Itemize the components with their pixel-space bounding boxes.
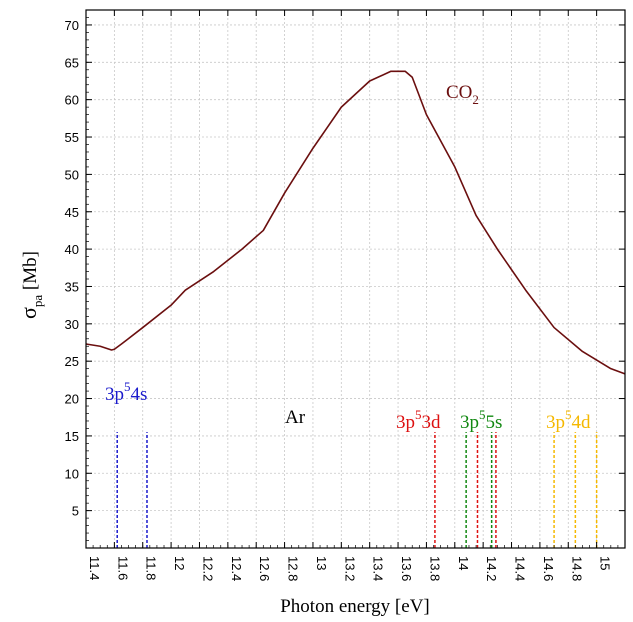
y-axis-title-main: σ	[16, 307, 41, 319]
level-label-4s-base: 3p	[105, 384, 124, 405]
co2-annotation: CO2	[446, 82, 479, 107]
x-tick-label: 13.8	[427, 556, 442, 581]
x-axis-title: Photon energy [eV]	[280, 596, 430, 617]
x-tick-label: 13.6	[399, 556, 414, 581]
plot-frame	[85, 9, 626, 549]
x-tick-label: 15	[598, 556, 613, 570]
x-tick-label: 11.8	[144, 556, 159, 580]
y-tick-label: 15	[65, 429, 79, 444]
x-tick-label: 14.8	[569, 556, 584, 581]
level-lines	[116, 432, 598, 548]
y-tick-label: 50	[65, 167, 79, 182]
level-label-5s-base: 3p	[460, 412, 479, 433]
level-label-4d-sup: 5	[565, 407, 572, 422]
x-tick-label: 12.2	[200, 556, 215, 581]
y-tick-label: 45	[65, 205, 79, 220]
y-tick-label: 5	[72, 504, 79, 519]
level-label-4d-base: 3p	[546, 412, 565, 433]
x-tick-label: 14	[456, 556, 471, 570]
svg-text:σpa [Mb]: σpa [Mb]	[16, 251, 45, 319]
ticks	[85, 9, 626, 549]
x-tick-label: 14.2	[484, 556, 499, 581]
y-tick-label: 70	[65, 18, 79, 33]
series-layer	[85, 70, 626, 375]
x-tick-label: 12.6	[257, 556, 272, 581]
x-tick-label: 12.4	[229, 556, 244, 581]
x-tick-label: 13.2	[342, 556, 357, 581]
grid	[85, 10, 625, 548]
level-label-3d: 3p53d	[396, 407, 441, 433]
level-label-5s-tail: 5s	[486, 412, 503, 433]
y-tick-label: 60	[65, 93, 79, 108]
y-tick-label: 20	[65, 392, 79, 407]
y-tick-label: 30	[65, 317, 79, 332]
y-tick-label: 10	[65, 466, 79, 481]
y-tick-label: 35	[65, 279, 79, 294]
level-label-4s-sup: 5	[124, 379, 131, 394]
tick-labels: 11.4 11.6 11.8 12 12.2 12.4 12.6 12.8 13 13.2 13.4…	[65, 18, 613, 581]
level-label-4d: 3p54d	[546, 407, 591, 433]
y-axis-title: σpa [Mb]	[16, 251, 45, 319]
level-label-3d-tail: 3d	[422, 412, 442, 433]
series-line-co2	[85, 70, 626, 375]
x-tick-label: 14.6	[541, 556, 556, 581]
x-tick-label: 11.6	[115, 556, 130, 580]
x-tick-label: 13.4	[371, 556, 386, 581]
level-label-3d-base: 3p	[396, 412, 415, 433]
y-tick-label: 65	[65, 55, 79, 70]
x-tick-label: 14.4	[513, 556, 528, 581]
level-label-4s: 3p54s	[105, 379, 147, 405]
level-label-4s-tail: 4s	[131, 384, 148, 405]
x-tick-label: 12.8	[286, 556, 301, 581]
level-label-5s: 3p55s	[460, 407, 502, 433]
level-label-4d-tail: 4d	[572, 412, 592, 433]
y-tick-label: 40	[65, 242, 79, 257]
x-tick-label: 12	[172, 556, 187, 570]
x-tick-label: 13	[314, 556, 329, 570]
level-label-3d-sup: 5	[415, 407, 422, 422]
ar-annotation: Ar	[285, 407, 306, 428]
x-tick-label: 11.4	[87, 556, 102, 580]
y-tick-label: 25	[65, 354, 79, 369]
co2-annotation-sub: 2	[472, 92, 479, 107]
co2-annotation-text: CO	[446, 82, 472, 103]
level-label-5s-sup: 5	[479, 407, 486, 422]
y-axis-title-unit: [Mb]	[20, 251, 41, 290]
y-tick-label: 55	[65, 130, 79, 145]
y-axis-title-sub: pa	[30, 295, 45, 308]
